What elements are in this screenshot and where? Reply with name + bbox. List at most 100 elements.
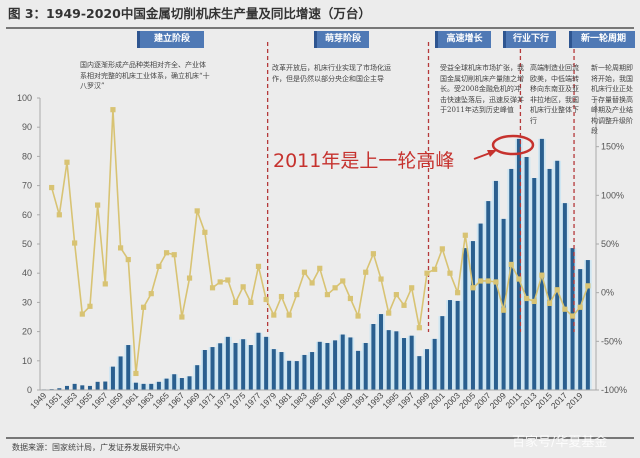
bar-2010 — [509, 168, 514, 390]
bar-1978 — [264, 336, 269, 390]
title-divider — [6, 27, 634, 29]
left-tick-label: 50 — [22, 239, 32, 249]
bar-1982 — [294, 361, 299, 390]
phase-label-rapid-growth: 高速增长 — [435, 31, 491, 48]
bar-1972 — [218, 343, 223, 390]
growth-point-1969 — [194, 208, 200, 214]
bar-1952 — [64, 385, 69, 390]
phase-label-downturn: 行业下行 — [503, 31, 556, 48]
left-tick-label: 60 — [22, 210, 32, 220]
bar-2013 — [532, 178, 537, 390]
bar-1967 — [179, 378, 184, 390]
growth-point-2008 — [493, 279, 499, 285]
bar-1985 — [317, 341, 322, 390]
bar-1976 — [248, 345, 253, 390]
growth-point-1971 — [209, 285, 216, 291]
peak-annotation: 2011年是上一轮高峰 — [273, 150, 455, 172]
bar-1954 — [80, 385, 85, 390]
growth-point-1961 — [133, 370, 139, 377]
bar-2019 — [578, 269, 583, 390]
growth-point-2019 — [577, 304, 583, 310]
bar-2015 — [547, 168, 552, 390]
bar-1977 — [256, 332, 261, 390]
left-tick-label: 10 — [22, 356, 32, 366]
growth-point-1983 — [301, 269, 308, 275]
bar-1957 — [103, 381, 108, 390]
growth-point-1998 — [416, 325, 422, 331]
growth-point-1958 — [110, 107, 116, 113]
phase-note-rapid-growth: 受益全球机床市场扩张，我国金属切削机床产量随之增长。受2008金融危机的冲击快速… — [440, 64, 524, 114]
growth-point-1981 — [286, 312, 292, 318]
right-tick-label: 50% — [601, 239, 619, 249]
bar-1994 — [386, 330, 391, 390]
right-tick-label: 150% — [601, 142, 624, 152]
bar-series — [42, 138, 590, 390]
bar-1981 — [287, 360, 292, 390]
growth-point-2009 — [501, 307, 507, 313]
growth-point-1965 — [163, 250, 170, 256]
growth-point-2006 — [478, 278, 484, 284]
bar-2000 — [432, 338, 437, 390]
bar-2016 — [555, 160, 560, 390]
bar-2003 — [455, 300, 460, 390]
growth-point-1986 — [324, 292, 331, 298]
growth-point-1977 — [255, 263, 262, 269]
bar-1989 — [348, 337, 353, 390]
bar-1971 — [210, 347, 215, 390]
bar-1955 — [87, 385, 92, 390]
peak-arrow — [473, 152, 491, 160]
growth-point-1950 — [49, 184, 55, 191]
growth-point-1974 — [232, 299, 239, 305]
growth-point-1967 — [179, 314, 185, 320]
bar-2018 — [570, 248, 575, 390]
bar-1968 — [187, 376, 192, 390]
bar-1979 — [271, 349, 276, 390]
growth-point-1966 — [171, 252, 177, 258]
growth-point-1988 — [340, 278, 346, 284]
right-tick-label: 100% — [601, 190, 624, 200]
bar-1984 — [310, 352, 315, 390]
growth-point-1975 — [240, 284, 246, 290]
bar-1988 — [340, 334, 345, 390]
growth-point-1953 — [72, 240, 78, 246]
bar-1958 — [110, 366, 115, 390]
left-tick-label: 20 — [22, 327, 32, 337]
growth-point-1955 — [87, 303, 93, 309]
growth-point-1964 — [156, 263, 162, 269]
x-tick-label: 2019 — [564, 390, 585, 411]
bar-1993 — [379, 314, 384, 390]
growth-point-2020 — [585, 283, 591, 289]
bar-2007 — [486, 201, 491, 390]
right-tick-label: -50% — [601, 336, 622, 346]
growth-point-1991 — [363, 269, 369, 275]
source-note: 数据来源：国家统计局，广发证券发展研究中心 — [12, 443, 180, 452]
growth-point-2017 — [562, 306, 568, 312]
growth-point-1997 — [409, 285, 415, 291]
bar-1975 — [241, 339, 246, 390]
bar-2004 — [463, 248, 468, 390]
bar-1963 — [149, 383, 154, 390]
bar-1959 — [118, 356, 123, 390]
growth-point-1996 — [401, 302, 407, 308]
growth-point-1976 — [248, 299, 254, 305]
phase-note-new-cycle: 新一轮周期即将开始，我国机床行业正处于存量替换高峰期及产业结构调整升级阶段 — [591, 64, 633, 135]
growth-point-2001 — [439, 246, 445, 252]
growth-point-1960 — [125, 256, 131, 263]
growth-point-1956 — [95, 202, 101, 208]
peak-highlight — [473, 134, 535, 160]
growth-point-1984 — [309, 280, 315, 286]
bar-1990 — [356, 350, 361, 390]
growth-point-1987 — [332, 285, 338, 291]
growth-point-1970 — [202, 229, 208, 235]
growth-point-1978 — [263, 296, 269, 303]
bar-1951 — [57, 388, 62, 390]
growth-point-1982 — [294, 292, 300, 298]
growth-point-1994 — [386, 310, 392, 316]
bar-2011 — [516, 138, 521, 390]
growth-point-1989 — [347, 295, 353, 302]
footer-divider — [6, 437, 634, 439]
phase-label-establishment: 建立阶段 — [137, 31, 204, 48]
bar-1960 — [126, 345, 131, 390]
growth-point-1992 — [370, 251, 376, 257]
